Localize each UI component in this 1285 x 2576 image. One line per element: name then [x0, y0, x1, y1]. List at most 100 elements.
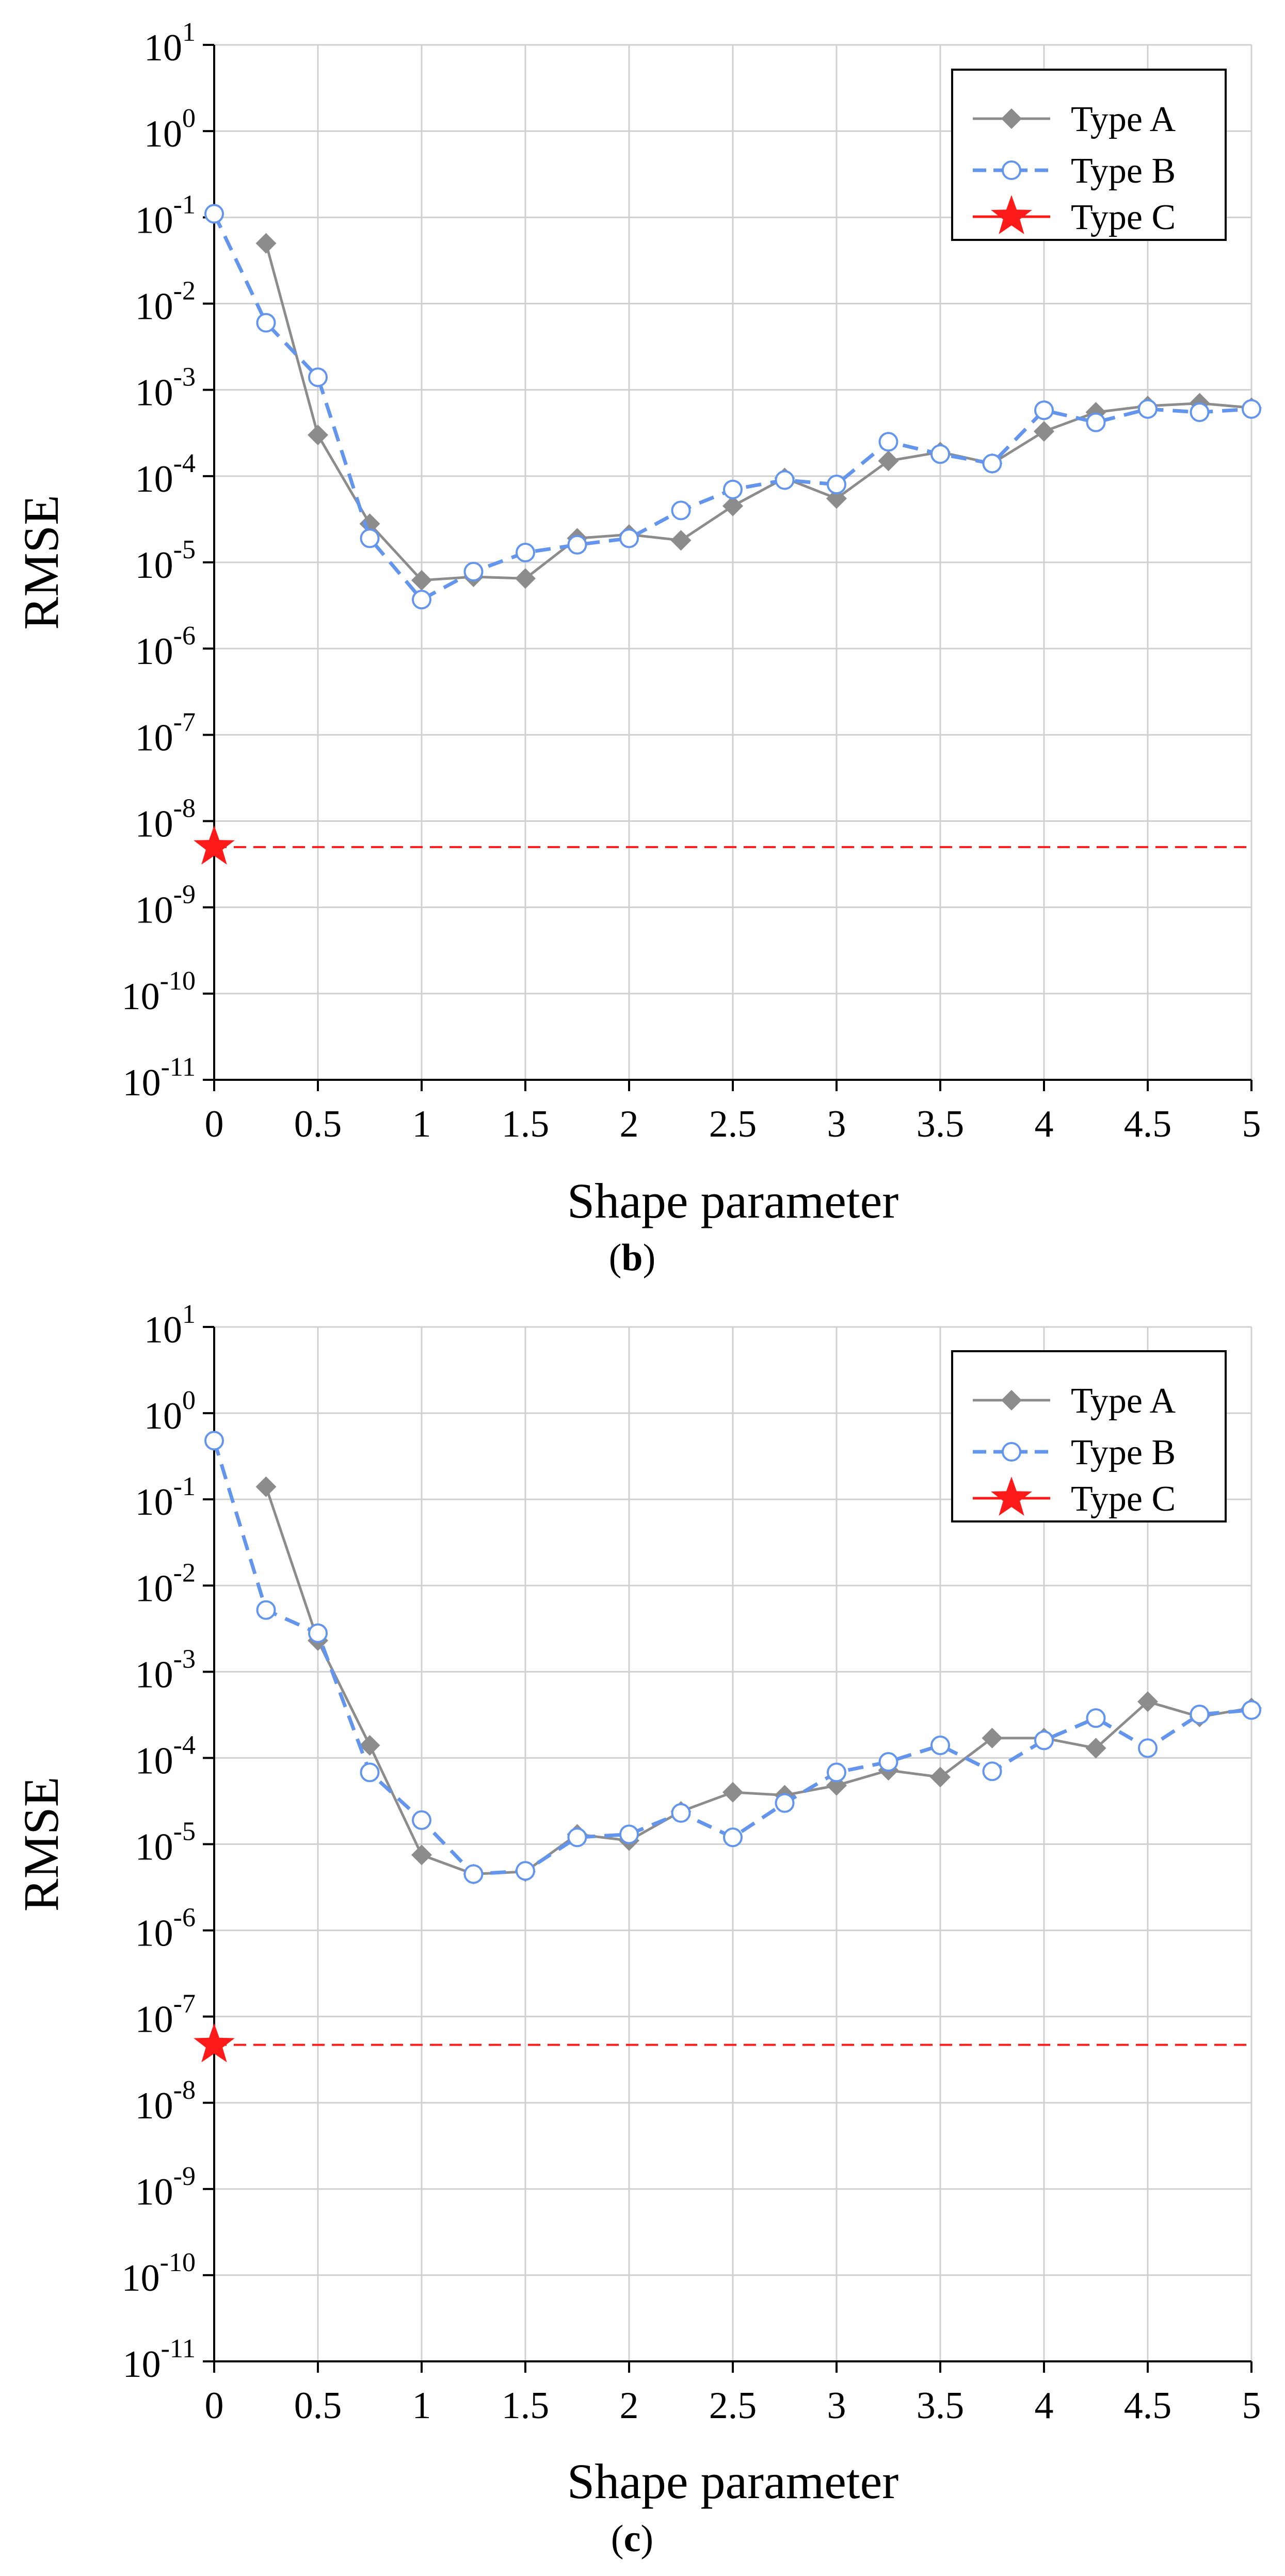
legend-type-a-marker [1001, 108, 1022, 129]
y-tick-label: 101 [144, 1300, 196, 1351]
legend: Type A Type B Type C [951, 1350, 1227, 1522]
type-a-point [722, 495, 743, 516]
type-b-point [982, 453, 1002, 474]
type-c-point [194, 825, 235, 865]
y-tick-label: 10-9 [135, 880, 196, 932]
y-tick-label: 10-6 [135, 1903, 196, 1955]
x-tick-label: 2.5 [709, 1103, 757, 1145]
type-b-point [360, 1762, 380, 1783]
y-axis-label: RMSE [13, 1777, 69, 1911]
panel-caption: (c) [611, 2518, 653, 2560]
type-b-point [671, 1803, 691, 1823]
type-b-point [463, 1864, 484, 1884]
type-b-point [308, 367, 328, 387]
type-a-point [359, 1735, 380, 1756]
legend-type-c-label: Type C [1071, 198, 1176, 237]
y-tick-label: 10-2 [135, 277, 196, 328]
x-tick-label: 5 [1242, 1103, 1261, 1145]
legend-type-b-marker [1002, 160, 1021, 180]
y-tick-label: 10-10 [122, 2248, 196, 2299]
type-b-point [1034, 400, 1054, 420]
y-tick-label: 10-7 [135, 1989, 196, 2041]
type-a-point [411, 1844, 432, 1866]
type-a-point [255, 1476, 277, 1497]
panel-caption: (b) [609, 1237, 655, 1279]
legend: Type A Type B Type C [951, 69, 1227, 241]
y-tick-label: 10-9 [135, 2162, 196, 2213]
type-b-point [619, 1824, 639, 1844]
legend-type-c-marker [991, 195, 1032, 234]
y-tick-label: 10-3 [135, 363, 196, 414]
type-b-point [619, 528, 639, 548]
type-a-point [670, 530, 692, 551]
type-b-point [1138, 399, 1158, 419]
type-b-point [878, 432, 898, 452]
y-tick-label: 10-8 [135, 2076, 196, 2127]
type-a-point [515, 568, 536, 589]
x-tick-label: 1.5 [502, 2385, 550, 2427]
y-tick-label: 100 [144, 1386, 196, 1437]
type-b-point [308, 1623, 328, 1643]
y-tick-label: 10-8 [135, 794, 196, 846]
legend-type-a-marker [1001, 1390, 1022, 1411]
type-b-point [1086, 412, 1106, 432]
y-tick-label: 10-11 [123, 1052, 196, 1104]
type-b-point [930, 1736, 950, 1756]
x-tick-label: 4.5 [1124, 1103, 1172, 1145]
type-a-point [722, 1781, 743, 1803]
legend-type-c-marker [991, 1477, 1032, 1516]
x-tick-label: 1 [412, 1103, 431, 1145]
type-c-point [194, 2023, 235, 2063]
type-b-point [723, 479, 743, 499]
legend-type-c-label: Type C [1071, 1479, 1176, 1519]
x-axis-label: Shape parameter [567, 2454, 898, 2509]
y-tick-label: 10-11 [123, 2334, 196, 2386]
x-tick-label: 0.5 [294, 2385, 342, 2427]
x-tick-label: 5 [1242, 2385, 1261, 2427]
type-b-point [775, 470, 795, 490]
x-tick-label: 2 [620, 1103, 639, 1145]
type-a-point [878, 450, 899, 472]
type-a-point [930, 1767, 951, 1788]
y-tick-label: 10-7 [135, 707, 196, 759]
type-b-point [930, 444, 950, 464]
legend-type-a-label: Type A [1071, 1381, 1176, 1421]
x-tick-label: 4 [1035, 2385, 1054, 2427]
type-a-point [308, 425, 328, 446]
x-tick-label: 0 [205, 2385, 224, 2427]
x-tick-label: 0.5 [294, 1103, 342, 1145]
y-tick-label: 10-2 [135, 1558, 196, 1610]
x-tick-label: 4 [1035, 1103, 1054, 1145]
x-tick-label: 2 [620, 2385, 639, 2427]
y-tick-label: 10-4 [135, 449, 196, 500]
type-a-point [1085, 1738, 1106, 1759]
type-b-point [204, 1431, 224, 1451]
type-b-point [1086, 1708, 1106, 1728]
x-tick-label: 3.5 [917, 1103, 965, 1145]
y-tick-label: 10-5 [135, 535, 196, 587]
type-b-point [1190, 402, 1210, 423]
type-b-point [516, 542, 535, 562]
type-b-point [256, 1600, 276, 1620]
type-b-point [1242, 1700, 1261, 1720]
y-tick-label: 10-1 [135, 1472, 196, 1524]
type-b-point [827, 1762, 846, 1783]
type-a-point [826, 488, 847, 509]
type-b-point [827, 475, 846, 495]
type-a-point [1034, 421, 1054, 442]
y-tick-label: 10-5 [135, 1817, 196, 1869]
y-tick-label: 10-4 [135, 1730, 196, 1782]
type-a-point [255, 233, 277, 254]
y-axis-label: RMSE [13, 495, 69, 629]
type-b-point [982, 1761, 1002, 1781]
type-b-point [1242, 399, 1261, 419]
legend-type-a-label: Type A [1071, 100, 1176, 139]
legend-type-b-marker [1002, 1442, 1021, 1462]
type-b-point [360, 528, 380, 548]
chart-panel-c: 0 0.5 1 1.5 2 2.5 3 3.5 4 4.5 5 101 100 10-1 10-2 10-3 1… [13, 1300, 1262, 2560]
type-b-point [412, 590, 431, 610]
x-tick-label: 0 [205, 1103, 224, 1145]
x-tick-label: 3 [827, 1103, 846, 1145]
legend-type-b-label: Type B [1071, 1433, 1176, 1472]
